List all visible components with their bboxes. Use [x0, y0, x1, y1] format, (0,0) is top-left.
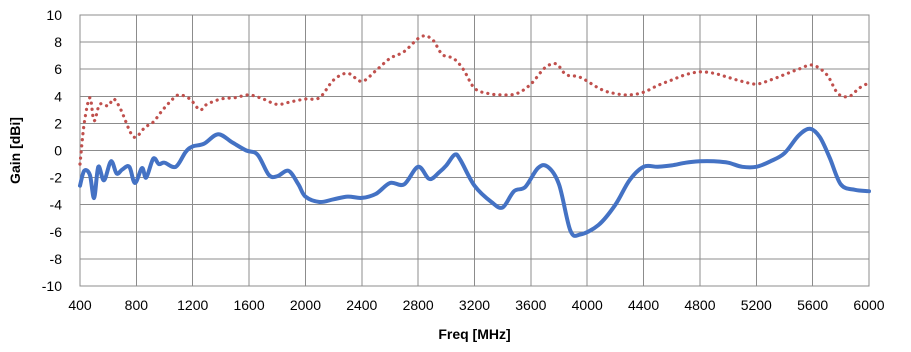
x-tick-label: 800	[125, 297, 149, 313]
x-tick-label: 2800	[403, 297, 434, 313]
y-tick-label: 0	[54, 143, 62, 159]
y-tick-label: 2	[54, 115, 62, 131]
dotted-series-line	[78, 34, 871, 166]
series	[78, 34, 871, 238]
x-tick-label: 4400	[628, 297, 659, 313]
y-tick-label: 10	[46, 7, 62, 23]
y-tick-label: -4	[50, 197, 63, 213]
y-tick-label: -8	[50, 251, 63, 267]
x-tick-label: 5200	[741, 297, 772, 313]
x-tick-label: 1600	[233, 297, 264, 313]
y-tick-label: 4	[54, 88, 62, 104]
solid-series-line	[78, 126, 871, 238]
x-tick-label: 3600	[515, 297, 546, 313]
x-tick-label: 2400	[346, 297, 377, 313]
y-tick-label: -2	[50, 170, 63, 186]
plot-area	[79, 14, 870, 287]
grid	[79, 14, 870, 287]
y-tick-label: 6	[54, 61, 62, 77]
x-tick-label: 3200	[459, 297, 490, 313]
x-tick-label: 400	[68, 297, 92, 313]
x-tick-label: 5600	[797, 297, 828, 313]
y-tick-label: -10	[42, 278, 62, 294]
x-tick-label: 2000	[290, 297, 321, 313]
x-axis-title: Freq [MHz]	[438, 326, 510, 342]
x-tick-label: 6000	[853, 297, 884, 313]
x-tick-label: 1200	[177, 297, 208, 313]
x-tick-label: 4000	[572, 297, 603, 313]
y-axis-title: Gain [dBi]	[7, 117, 23, 184]
y-tick-label: -6	[50, 224, 63, 240]
x-tick-label: 4800	[684, 297, 715, 313]
x-axis: 400 800 1200 1600 2000 2400 2800 3200 3600 4000 44…	[68, 297, 884, 313]
y-tick-label: 8	[54, 34, 62, 50]
y-axis: -10 -8 -6 -4 -2 0 2 4 6 8 10	[42, 7, 62, 294]
